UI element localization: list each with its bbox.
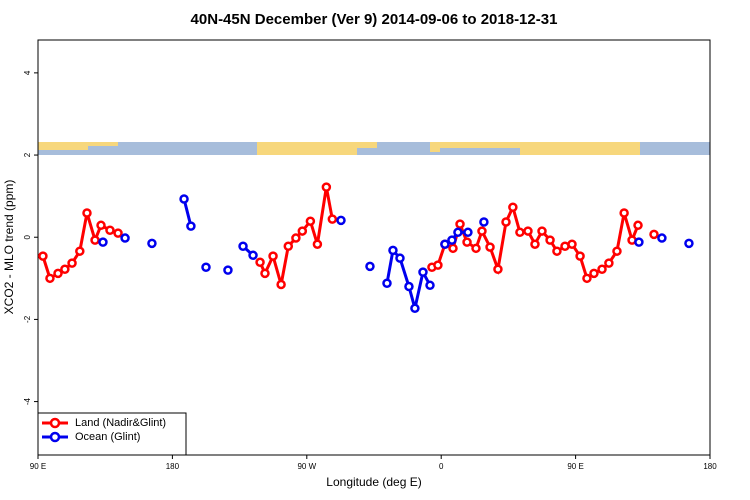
data-point (96, 220, 106, 231)
data-point (276, 279, 286, 290)
data-point (471, 243, 481, 254)
data-point (447, 235, 457, 245)
series-line (43, 187, 654, 284)
data-point (537, 226, 547, 236)
data-point (53, 268, 63, 279)
data-point (60, 264, 70, 275)
chart-title: 40N-45N December (Ver 9) 2014-09-06 to 2… (191, 11, 558, 28)
x-tick-label: 0 (439, 462, 444, 471)
y-tick-label: -2 (23, 315, 32, 323)
data-point (305, 216, 316, 226)
data-point (291, 233, 301, 243)
data-point (545, 235, 555, 245)
legend-label: Land (Nadir&Glint) (75, 417, 166, 429)
data-point (327, 214, 338, 224)
data-point (255, 257, 265, 268)
data-point (508, 202, 518, 212)
legend: Land (Nadir&Glint) Ocean (Glint) (37, 412, 187, 456)
data-point (462, 237, 472, 247)
data-point (67, 258, 77, 268)
data-point (477, 226, 487, 236)
data-point (455, 219, 465, 229)
data-point (649, 229, 659, 240)
data-point (619, 208, 629, 218)
data-point (463, 227, 473, 238)
data-point (201, 262, 211, 272)
data-point (597, 264, 607, 275)
x-tick-label: 90 E (567, 462, 583, 471)
data-point (395, 253, 405, 263)
data-point (440, 239, 450, 249)
data-point (575, 251, 585, 261)
x-tick-label: 90 W (297, 462, 316, 471)
data-point (604, 258, 614, 268)
data-point (410, 303, 420, 314)
data-point (433, 260, 443, 270)
data-point (90, 235, 100, 245)
data-point (523, 226, 533, 236)
data-point (388, 245, 398, 256)
x-tick-label: 180 (703, 462, 717, 471)
data-point (479, 217, 489, 227)
data-point (260, 268, 270, 279)
legend-box (37, 412, 187, 456)
data-point (425, 280, 435, 291)
data-point (404, 281, 414, 292)
data-point (485, 242, 495, 252)
plot-frame (37, 39, 711, 456)
data-point (633, 220, 643, 231)
legend-label: Ocean (Glint) (75, 431, 140, 443)
data-point (297, 226, 308, 236)
data-point (113, 228, 123, 238)
map-strip (38, 142, 710, 155)
data-point (268, 251, 278, 261)
data-point (684, 238, 694, 249)
data-point (120, 233, 130, 243)
data-point (38, 251, 48, 261)
data-point (312, 239, 323, 249)
x-tick-label: 180 (166, 462, 180, 471)
data-point (501, 217, 511, 227)
data-point (82, 208, 92, 218)
data-point (45, 273, 55, 284)
data-point (612, 246, 622, 256)
data-point (448, 243, 458, 254)
data-point (321, 182, 332, 192)
data-point (530, 239, 540, 249)
y-tick-label: 2 (23, 152, 32, 157)
data-point (589, 268, 599, 279)
y-tick-label: 4 (23, 70, 32, 75)
data-point (657, 233, 667, 243)
data-point (382, 278, 392, 288)
y-tick-label: 0 (23, 234, 32, 239)
data-point (567, 239, 577, 249)
data-point (493, 264, 503, 275)
data-point (336, 215, 346, 226)
data-point (238, 241, 248, 252)
data-point (179, 194, 189, 204)
y-axis-label: XCO2 - MLO trend (ppm) (2, 180, 16, 315)
data-point (552, 246, 562, 256)
data-point (365, 261, 375, 272)
data-point (453, 227, 463, 238)
legend-marker (49, 417, 61, 429)
data-point (582, 273, 592, 284)
x-tick-label: 90 E (30, 462, 46, 471)
data-point (634, 237, 644, 247)
data-point (75, 246, 85, 256)
data-point (147, 238, 157, 249)
data-point (418, 267, 428, 277)
data-point (105, 225, 115, 235)
data-point (515, 227, 525, 238)
data-point (248, 250, 258, 261)
data-point (283, 241, 294, 252)
x-axis-label: Longitude (deg E) (326, 475, 421, 489)
data-point (98, 237, 108, 247)
data-point (186, 221, 196, 231)
legend-marker (49, 431, 61, 443)
y-tick-label: -4 (23, 397, 32, 405)
data-point (223, 265, 233, 275)
